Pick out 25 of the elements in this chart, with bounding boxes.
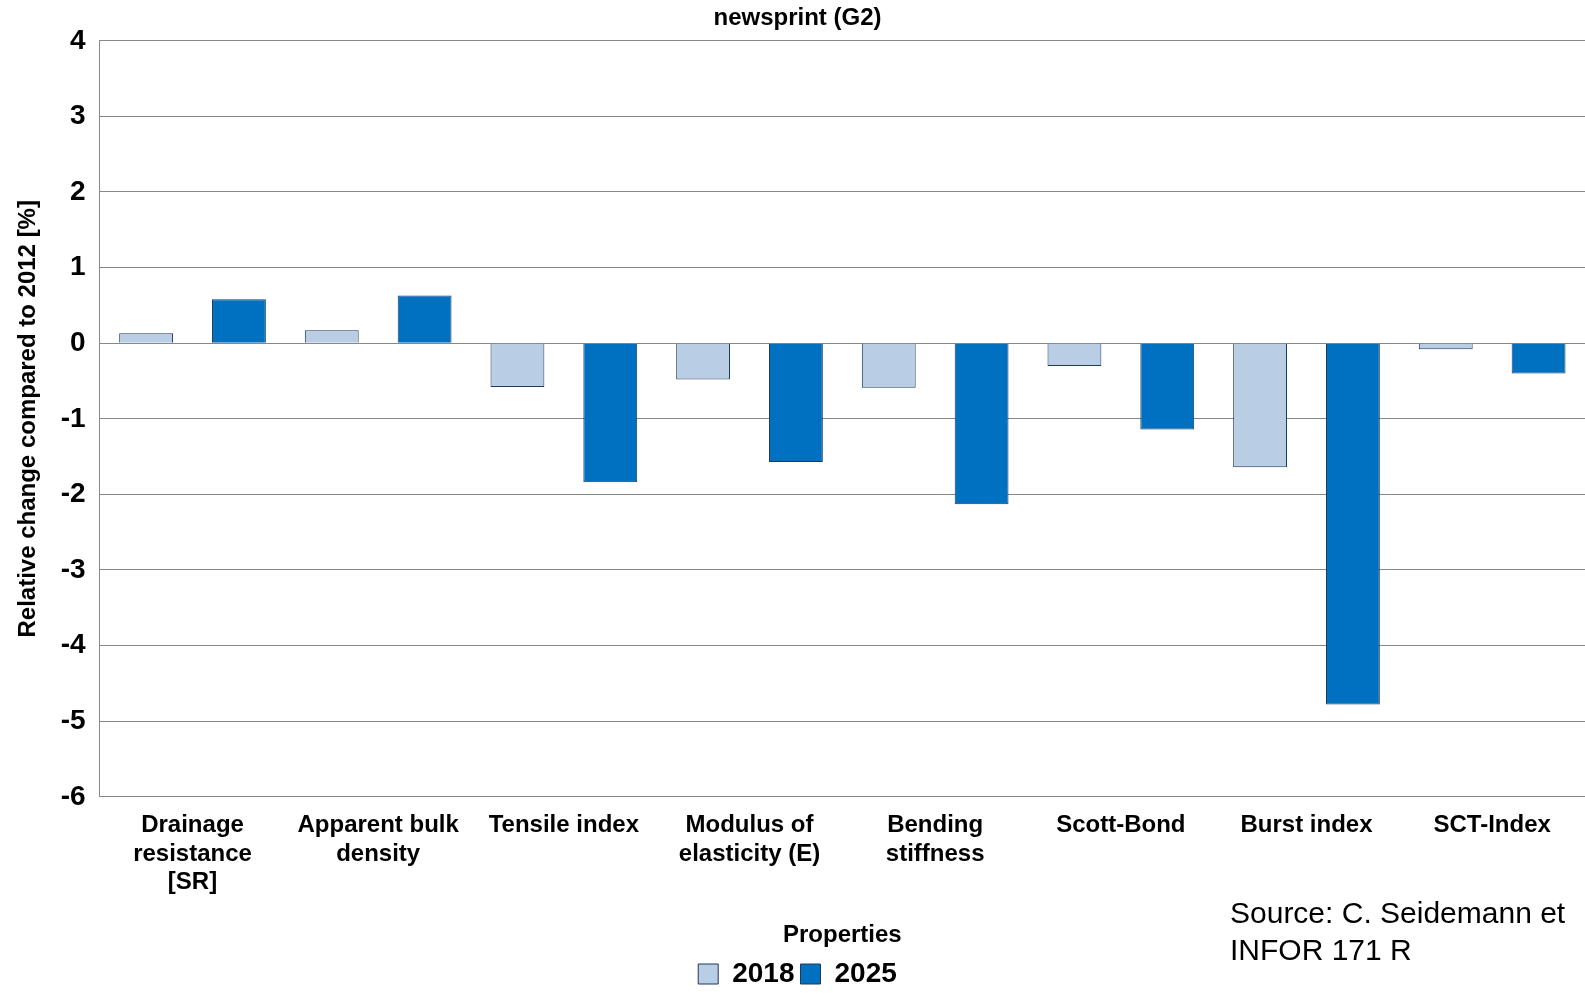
source-note: Source: C. Seidemann et INFOR 171 R <box>1230 896 1566 967</box>
x-axis-title: Properties <box>782 920 902 948</box>
x-tick-label: Apparent bulk density <box>297 809 460 866</box>
y-tick-label: 4 <box>70 23 87 55</box>
y-tick-label: -5 <box>60 703 86 735</box>
x-tick-label: SCT-Index <box>1433 809 1552 837</box>
y-tick-label: 2 <box>70 174 86 206</box>
y-tick-label: -4 <box>60 628 87 660</box>
y-tick-label: -2 <box>60 477 86 509</box>
x-tick-label: Burst index <box>1240 809 1374 837</box>
y-tick-label: 3 <box>70 99 86 131</box>
y-axis-title: Relative change compared to 2012 [%] <box>13 200 41 638</box>
y-tick-label: -3 <box>60 552 86 584</box>
chart-title: newsprint (G2) <box>713 3 882 31</box>
y-tick-label: -1 <box>60 401 86 433</box>
y-tick-label: -6 <box>60 779 86 811</box>
y-tick-label: 1 <box>70 250 86 282</box>
x-tick-label: Tensile index <box>488 809 640 837</box>
x-tick-label: Modulus of elasticity (E) <box>678 809 821 866</box>
y-tick-label: 0 <box>70 325 86 357</box>
legend-label: 2018 <box>732 956 795 988</box>
x-tick-label: Drainage resistance [SR] <box>133 809 252 895</box>
x-tick-label: Bending stiffness <box>885 809 985 866</box>
legend-label: 2025 <box>834 956 897 988</box>
x-tick-label: Scott-Bond <box>1056 809 1186 837</box>
